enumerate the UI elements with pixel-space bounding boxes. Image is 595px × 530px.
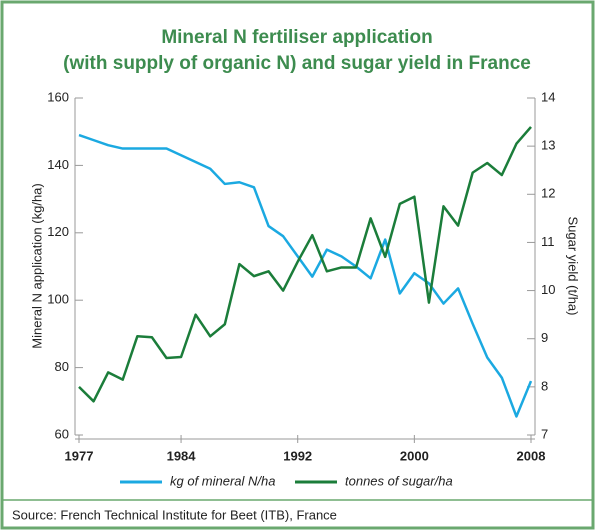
y-tick-label: 80 (55, 359, 69, 374)
y-tick-label: 60 (55, 426, 69, 441)
x-tick-label: 2008 (517, 448, 546, 463)
chart-title: (with supply of organic N) and sugar yie… (63, 53, 531, 74)
y2-tick-label: 11 (541, 234, 555, 249)
y2-tick-label: 14 (541, 89, 555, 104)
x-tick-label: 1977 (65, 448, 94, 463)
x-tick-label: 1984 (167, 448, 197, 463)
source: Source: French Technical Institute for B… (12, 507, 337, 522)
y2-tick-label: 12 (541, 186, 555, 201)
series-line (78, 133, 533, 418)
x-tick-label: 2000 (400, 448, 429, 463)
chart-title: Mineral N fertiliser application (161, 27, 432, 48)
y2-axis-label: Sugar yield (t/ha) (566, 217, 581, 316)
y2-tick-label: 9 (541, 330, 548, 345)
y-tick-label: 120 (47, 224, 69, 239)
legend-label: kg of mineral N/ha (170, 473, 276, 488)
y-tick-label: 140 (47, 157, 69, 172)
y-axis-label: Mineral N application (kg/ha) (29, 183, 44, 348)
series-line (78, 126, 532, 403)
x-tick-label: 1992 (283, 448, 312, 463)
y2-tick-label: 10 (541, 282, 555, 297)
y2-tick-label: 13 (541, 138, 555, 153)
y-tick-label: 160 (47, 89, 69, 104)
y2-tick-label: 8 (541, 378, 548, 393)
legend-label: tonnes of sugar/ha (345, 473, 453, 488)
y-tick-label: 100 (47, 292, 69, 307)
y2-tick-label: 7 (541, 426, 548, 441)
